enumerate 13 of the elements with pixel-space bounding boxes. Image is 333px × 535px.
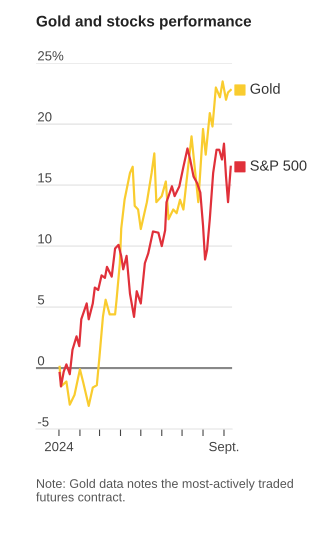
- y-tick-label: 15: [38, 173, 52, 182]
- y-tick-label: 20: [38, 112, 52, 122]
- legend-label: S&P 500: [250, 160, 306, 171]
- legend-label: Gold: [250, 83, 280, 94]
- y-tick-label: 25%: [38, 51, 64, 61]
- x-tick-label: 2024: [44, 442, 74, 452]
- y-tick-label: -5: [38, 417, 49, 426]
- x-tick-label: Sept.: [209, 442, 238, 454]
- y-tick-label: 5: [38, 295, 44, 304]
- y-tick-label: 10: [38, 234, 52, 244]
- chart-title: Gold and stocks performance: [36, 15, 252, 30]
- text: Note: Gold data notes the most-actively traded futures contract.: [36, 478, 293, 502]
- y-tick-label: 0: [38, 356, 44, 366]
